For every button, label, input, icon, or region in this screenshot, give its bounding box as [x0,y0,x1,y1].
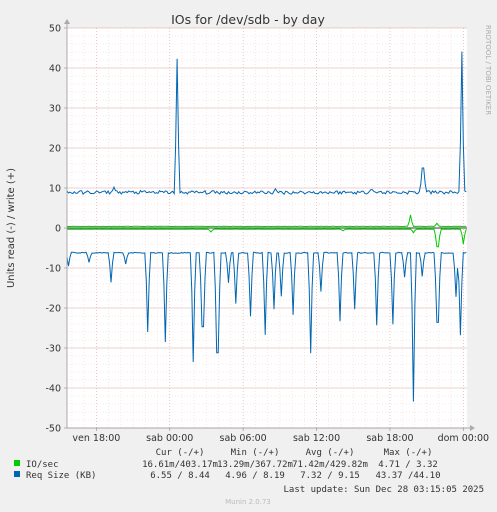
legend-value: 4.71 / 3.32 [378,460,438,470]
legend-value: 16.61m/403.17m [142,460,218,470]
series [66,51,467,402]
axes [64,19,475,431]
legend-header: Avg (-/+) [306,448,355,458]
y-tick-label: 10 [49,184,61,195]
legend-value: 71.42m/429.82m [292,460,368,470]
legend-value: 43.37 /44.10 [375,471,440,481]
munin-footer: Munin 2.0.73 [225,498,271,506]
y-tick-label: -10 [45,264,61,275]
y-tick-label: 50 [49,24,61,35]
legend-value: 13.29m/367.72m [217,460,293,470]
io-sec-write-line [66,214,467,228]
req-size-kb--write-line [66,51,467,196]
rrdtool-side-label: RRDTOOL / TOBI OETIKER [484,25,492,115]
x-ticks: ven 18:00 sab 00:00 sab 06:00 sab 12:00 sab … [72,428,489,444]
req-size-kb--read-line [66,251,467,402]
legend-series-name: IO/sec [26,460,59,470]
legend-swatch [14,460,20,466]
y-tick-label: -30 [45,344,61,355]
y-tick-label: -20 [45,304,61,315]
y-tick-label: 20 [49,144,61,155]
y-tick-label: 0 [55,224,61,235]
x-tick-label: sab 06:00 [220,433,267,444]
x-tick-label: sab 00:00 [146,433,193,444]
legend-header: Cur (-/+) [156,448,205,458]
legend-header: Min (-/+) [231,448,280,458]
x-tick-label: dom 00:00 [438,433,490,444]
y-tick-label: -50 [45,424,61,435]
io-sec-read-line [66,228,467,248]
x-axis-arrow [470,425,475,431]
legend-header: Max (-/+) [384,448,433,458]
x-tick-label: ven 18:00 [72,433,120,444]
legend-value: 4.96 / 8.19 [225,471,285,481]
y-tick-label: 40 [49,64,61,75]
legend: Cur (-/+) Min (-/+) Avg (-/+) Max (-/+) IO/s… [14,448,441,481]
y-tick-label: -40 [45,384,61,395]
legend-swatch [14,471,20,477]
legend-value: 6.55 / 8.44 [150,471,210,481]
grid [67,27,467,429]
chart-title: IOs for /dev/sdb - by day [171,12,325,27]
y-ticks: 50 40 30 20 10 0 -10 -20 -30 -40 -50 [45,24,67,435]
y-tick-label: 30 [49,104,61,115]
legend-value: 7.32 / 9.15 [300,471,360,481]
legend-series-name: Req Size (KB) [26,471,96,481]
x-tick-label: sab 12:00 [293,433,340,444]
y-axis-label: Units read (-) / write (+) [6,168,17,288]
x-tick-label: sab 18:00 [366,433,413,444]
y-axis-arrow [64,19,70,24]
last-update: Last update: Sun Dec 28 03:15:05 2025 [284,485,484,495]
